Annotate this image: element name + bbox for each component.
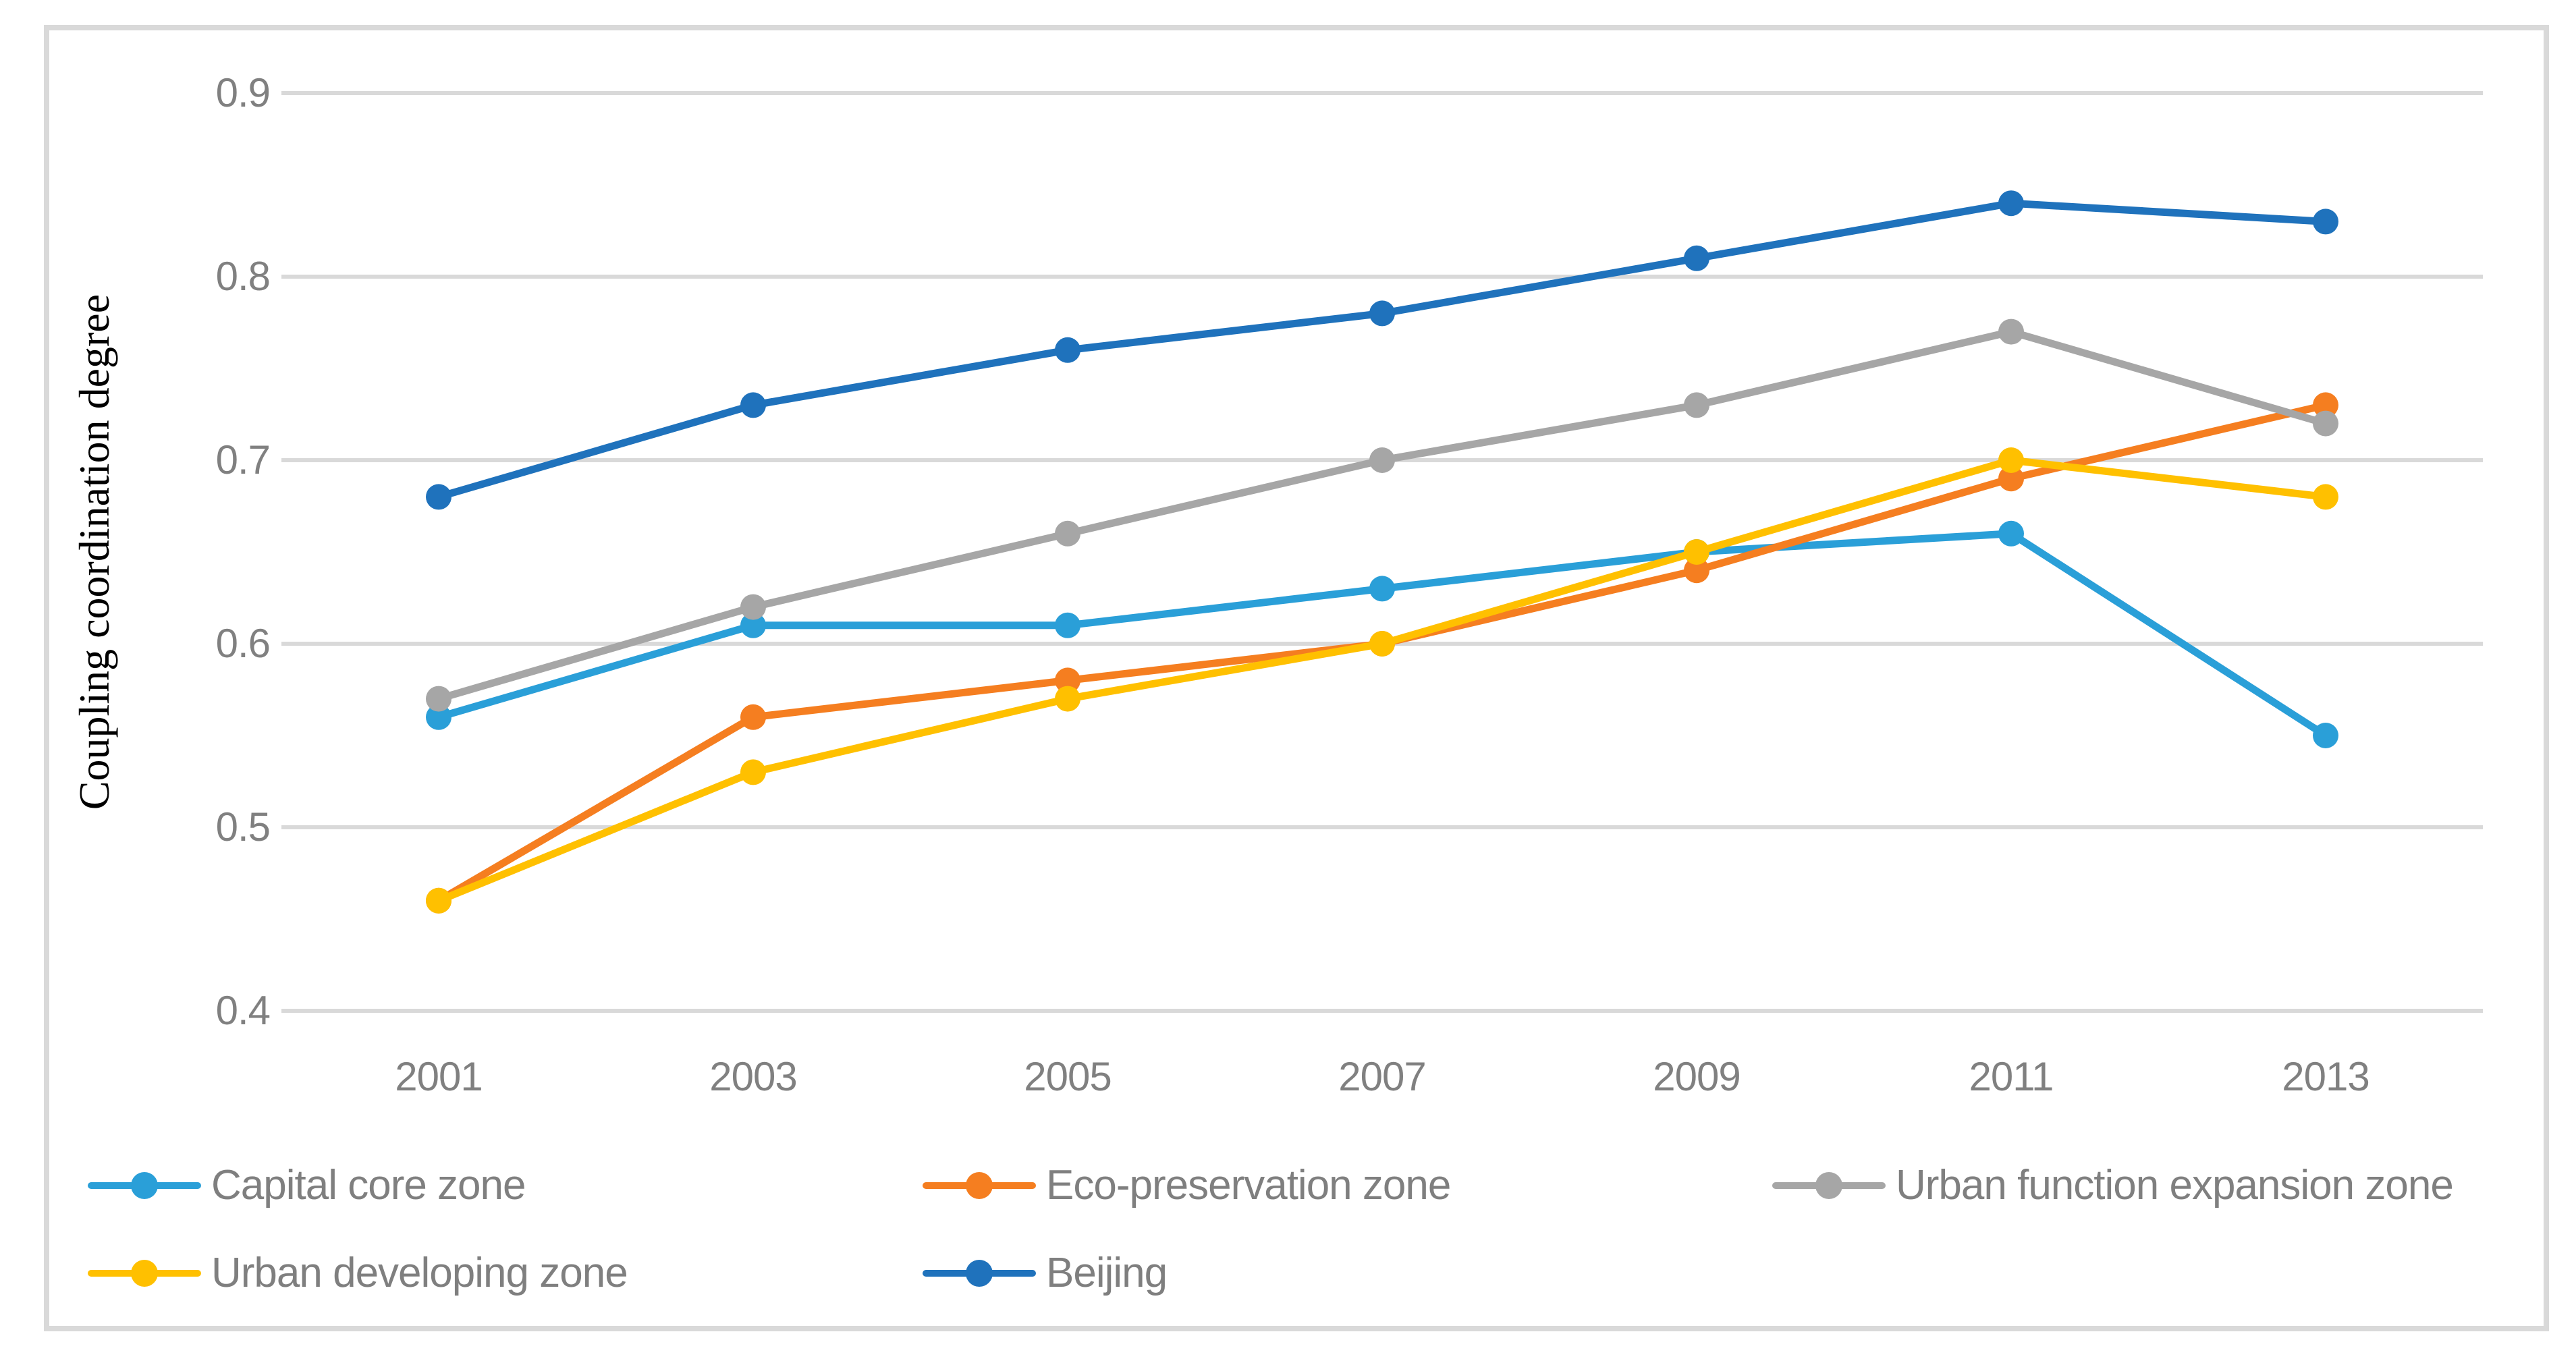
legend-label: Urban function expansion zone — [1896, 1162, 2454, 1209]
data-point-urban-developing-zone-2009 — [1684, 539, 1709, 565]
data-point-capital-core-zone-2001 — [426, 704, 451, 730]
x-tick-label: 2009 — [1653, 1054, 1741, 1099]
y-tick-label: 0.4 — [215, 988, 271, 1033]
data-point-urban-developing-zone-2011 — [1998, 447, 2024, 473]
y-axis-title: Coupling coordination degree — [70, 294, 118, 810]
data-point-urban-function-expansion-zone-2007 — [1369, 447, 1395, 473]
y-tick-label: 0.9 — [215, 70, 271, 115]
data-point-beijing-2005 — [1055, 337, 1080, 363]
data-point-eco-preservation-zone-2013 — [2313, 392, 2338, 418]
data-point-urban-function-expansion-zone-2009 — [1684, 392, 1709, 418]
legend-dot-marker-icon — [131, 1172, 158, 1199]
x-tick-label: 2001 — [395, 1054, 483, 1099]
data-point-beijing-2011 — [1998, 190, 2024, 217]
data-point-urban-developing-zone-2001 — [426, 887, 451, 914]
data-point-beijing-2001 — [426, 484, 451, 510]
data-point-urban-developing-zone-2005 — [1055, 686, 1080, 712]
legend-label: Eco-preservation zone — [1046, 1162, 1451, 1209]
data-point-eco-preservation-zone-2009 — [1684, 557, 1709, 584]
x-tick-label: 2007 — [1338, 1054, 1426, 1099]
legend-dot-marker-icon — [131, 1260, 158, 1287]
data-point-urban-developing-zone-2003 — [740, 759, 766, 785]
data-point-capital-core-zone-2007 — [1369, 576, 1395, 602]
data-point-urban-function-expansion-zone-2005 — [1055, 520, 1080, 547]
data-point-capital-core-zone-2003 — [740, 612, 766, 638]
legend-label: Beijing — [1046, 1250, 1168, 1296]
y-tick-label: 0.6 — [215, 621, 271, 666]
legend-label: Urban developing zone — [211, 1250, 628, 1296]
data-point-urban-developing-zone-2007 — [1369, 631, 1395, 657]
data-point-capital-core-zone-2005 — [1055, 612, 1080, 638]
y-tick-label: 0.5 — [215, 804, 271, 850]
data-point-capital-core-zone-2011 — [1998, 520, 2024, 547]
legend-dot-marker-icon — [966, 1260, 993, 1287]
series-line-urban-developing-zone — [435, 456, 2330, 905]
legend-dot-marker-icon — [966, 1172, 993, 1199]
x-tick-label: 2003 — [709, 1054, 797, 1099]
data-point-eco-preservation-zone-2003 — [740, 704, 766, 730]
data-point-urban-function-expansion-zone-2013 — [2313, 410, 2338, 437]
data-point-urban-function-expansion-zone-2001 — [426, 686, 451, 712]
legend-dot-marker-icon — [1815, 1172, 1842, 1199]
data-point-beijing-2009 — [1684, 245, 1709, 271]
chart-border — [44, 25, 2549, 1331]
data-point-eco-preservation-zone-2005 — [1055, 667, 1080, 694]
data-point-urban-function-expansion-zone-2011 — [1998, 318, 2024, 345]
x-tick-label: 2005 — [1024, 1054, 1112, 1099]
data-point-capital-core-zone-2013 — [2313, 723, 2338, 748]
data-point-beijing-2013 — [2313, 209, 2338, 235]
data-point-urban-developing-zone-2013 — [2313, 484, 2338, 510]
data-point-beijing-2007 — [1369, 300, 1395, 327]
x-tick-label: 2011 — [1969, 1054, 2054, 1099]
x-tick-label: 2013 — [2282, 1054, 2369, 1099]
legend-label: Capital core zone — [211, 1162, 526, 1209]
data-point-eco-preservation-zone-2011 — [1998, 466, 2024, 492]
data-point-beijing-2003 — [740, 392, 766, 418]
data-point-urban-function-expansion-zone-2003 — [740, 594, 766, 620]
y-tick-label: 0.7 — [215, 437, 271, 482]
y-tick-label: 0.8 — [215, 254, 271, 299]
